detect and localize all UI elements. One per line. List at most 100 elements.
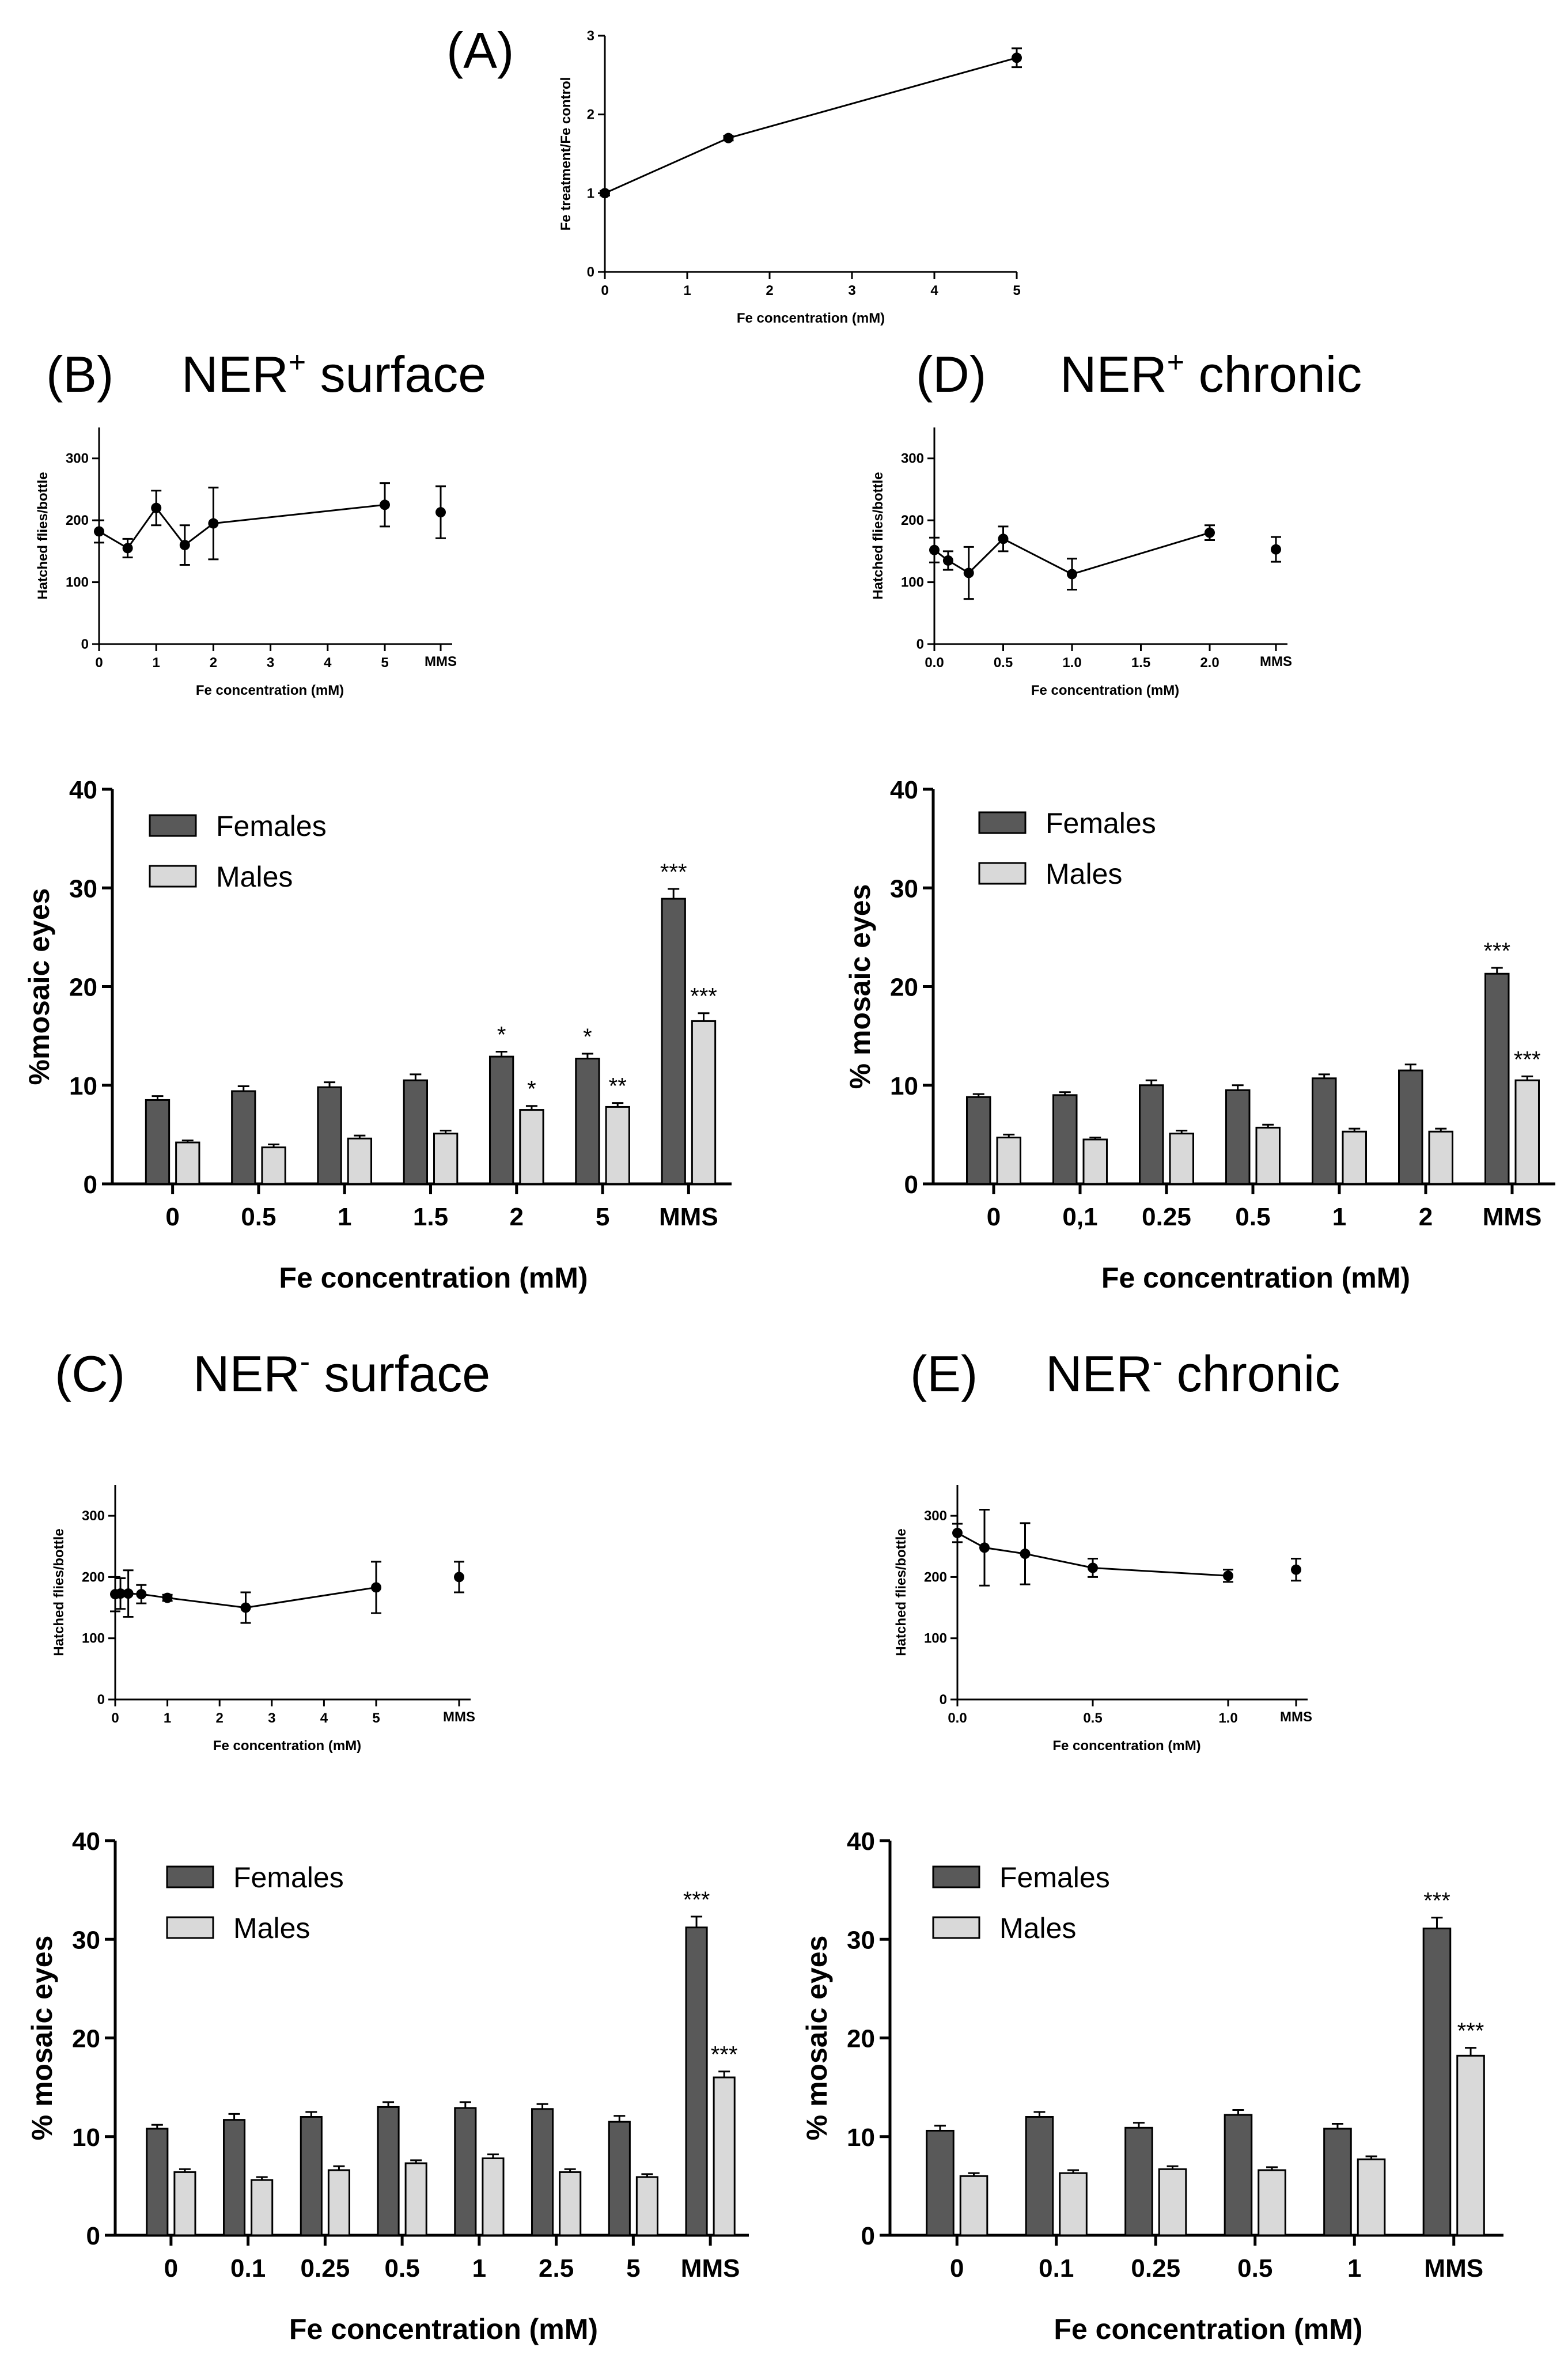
panel-b-letter: (B): [46, 346, 113, 403]
panel-e-title: NER- chronic: [1046, 1345, 1340, 1402]
panel-b-title: NER+ surface: [181, 346, 486, 403]
x-tick-label: 5: [381, 655, 388, 671]
bar-females: [685, 1926, 708, 2236]
chart-c-mosaic-eyes: 0 10 20 30 40 0 0.1 0.25 0.5 1 2.5 5 MMS *** *** Fe con…: [26, 1827, 749, 2345]
significance-marker: ***: [690, 984, 717, 1009]
mms-tick-label: MMS: [425, 654, 457, 669]
x-axis-label: Fe concentration (mM): [1054, 2313, 1362, 2345]
bar-males: [691, 1020, 717, 1185]
bar-males: [1059, 2172, 1088, 2236]
legend-label-males: Males: [233, 1912, 310, 1944]
x-tick-label: 2: [1419, 1203, 1433, 1231]
y-tick-label: 30: [847, 1926, 875, 1954]
significance-marker: ***: [711, 2042, 738, 2068]
bar-males: [433, 1133, 459, 1185]
y-tick-label: 20: [69, 974, 97, 1002]
x-tick-label: 2: [216, 1710, 224, 1726]
x-axis-label: Fe concentration (mM): [196, 683, 344, 698]
legend-swatch-females: [932, 1865, 980, 1888]
bar-males: [347, 1137, 373, 1185]
legend-swatch-females: [978, 811, 1027, 834]
bar-males: [1082, 1138, 1108, 1185]
x-tick-label: 3: [268, 1710, 275, 1726]
y-tick-label: 30: [72, 1926, 100, 1954]
data-point: [979, 1542, 990, 1553]
bar-females: [966, 1096, 991, 1185]
data-point: [208, 518, 219, 529]
data-point: [600, 188, 610, 199]
panel-a-letter: (A): [446, 22, 514, 79]
bar-females: [926, 2129, 955, 2236]
data-point: [1223, 1570, 1233, 1581]
x-tick-label: 0.5: [1083, 1710, 1102, 1726]
y-axis-label: % mosaic eyes: [801, 1936, 833, 2141]
y-tick-label: 0: [916, 637, 924, 652]
x-tick-label: 0: [987, 1203, 1001, 1231]
data-point: [179, 540, 190, 551]
bar-females: [1139, 1084, 1164, 1185]
chart-c-hatched-flies: 0 100 200 300 0 1 2 3 4 5 MMS Fe concentration (mM)…: [51, 1485, 475, 1754]
y-tick-label: 20: [890, 974, 918, 1002]
data-point: [94, 526, 104, 537]
x-tick-label: MMS: [1424, 2254, 1483, 2282]
data-point: [963, 567, 974, 578]
x-tick-label: 2: [766, 283, 773, 298]
legend-label-males: Males: [216, 861, 293, 893]
x-tick-label: 0.5: [994, 655, 1013, 671]
bar-females: [231, 1090, 256, 1185]
chart-b-hatched-flies: 0 100 200 300 0 1 2 3 4 5 MMS Fe concentration (mM)…: [35, 427, 457, 698]
data-point: [942, 555, 953, 566]
x-tick-label: 0.0: [948, 1710, 967, 1726]
bar-females: [1124, 2126, 1153, 2236]
x-tick-label: 0.5: [241, 1203, 276, 1231]
x-tick-label: 3: [848, 283, 855, 298]
significance-marker: **: [609, 1074, 627, 1099]
bar-females: [145, 1099, 171, 1185]
bar-males: [1357, 2158, 1386, 2236]
x-tick-label: 1.5: [413, 1203, 448, 1231]
significance-marker: ***: [1457, 2019, 1484, 2044]
significance-marker: ***: [683, 1887, 710, 1913]
legend-label-males: Males: [999, 1912, 1076, 1944]
bar-females: [317, 1086, 342, 1185]
x-tick-label: 1: [683, 283, 691, 298]
y-tick-label: 30: [890, 875, 918, 903]
y-tick-label: 30: [69, 875, 97, 903]
x-axis-label: Fe concentration (mM): [737, 311, 885, 326]
legend-swatch-males: [149, 865, 197, 888]
y-axis-label: % mosaic eyes: [844, 884, 876, 1089]
y-axis-label: % mosaic eyes: [26, 1936, 58, 2141]
legend-label-females: Females: [1046, 807, 1156, 839]
legend-swatch-males: [978, 862, 1027, 885]
data-point: [1020, 1549, 1031, 1559]
x-tick-label: 0: [164, 2254, 178, 2282]
panel-d-title: NER+ chronic: [1060, 346, 1362, 403]
x-tick-label: 2: [210, 655, 217, 671]
x-tick-label: 0.25: [1131, 2254, 1180, 2282]
x-tick-label: 0.5: [1237, 2254, 1272, 2282]
bar-males: [173, 2171, 196, 2236]
y-tick-label: 0: [940, 1692, 947, 1708]
data-point: [723, 133, 734, 143]
data-point: [115, 1588, 126, 1599]
x-tick-label: 0,1: [1062, 1203, 1097, 1231]
y-tick-label: 10: [72, 2123, 100, 2152]
mms-tick-label: MMS: [1280, 1709, 1312, 1725]
x-tick-label: 0.5: [1235, 1203, 1270, 1231]
y-tick-label: 2: [587, 107, 594, 123]
bar-males: [1255, 1126, 1281, 1185]
y-tick-label: 20: [847, 2025, 875, 2053]
x-tick-label: MMS: [681, 2254, 740, 2282]
significance-marker: ***: [660, 860, 687, 885]
bar-males: [1158, 2168, 1187, 2236]
panel-c-title: NER- surface: [193, 1345, 490, 1402]
bar-females: [575, 1058, 600, 1185]
legend-label-females: Females: [999, 1861, 1110, 1894]
legend-swatch-females: [149, 814, 197, 837]
y-tick-label: 40: [69, 776, 97, 804]
chart-d-hatched-flies: 0 100 200 300 0.0 0.5 1.0 1.5 2.0 MMS Fe concentra…: [870, 427, 1292, 698]
x-tick-label: 0.1: [230, 2254, 266, 2282]
y-tick-label: 100: [82, 1631, 105, 1646]
data-point: [952, 1527, 963, 1538]
